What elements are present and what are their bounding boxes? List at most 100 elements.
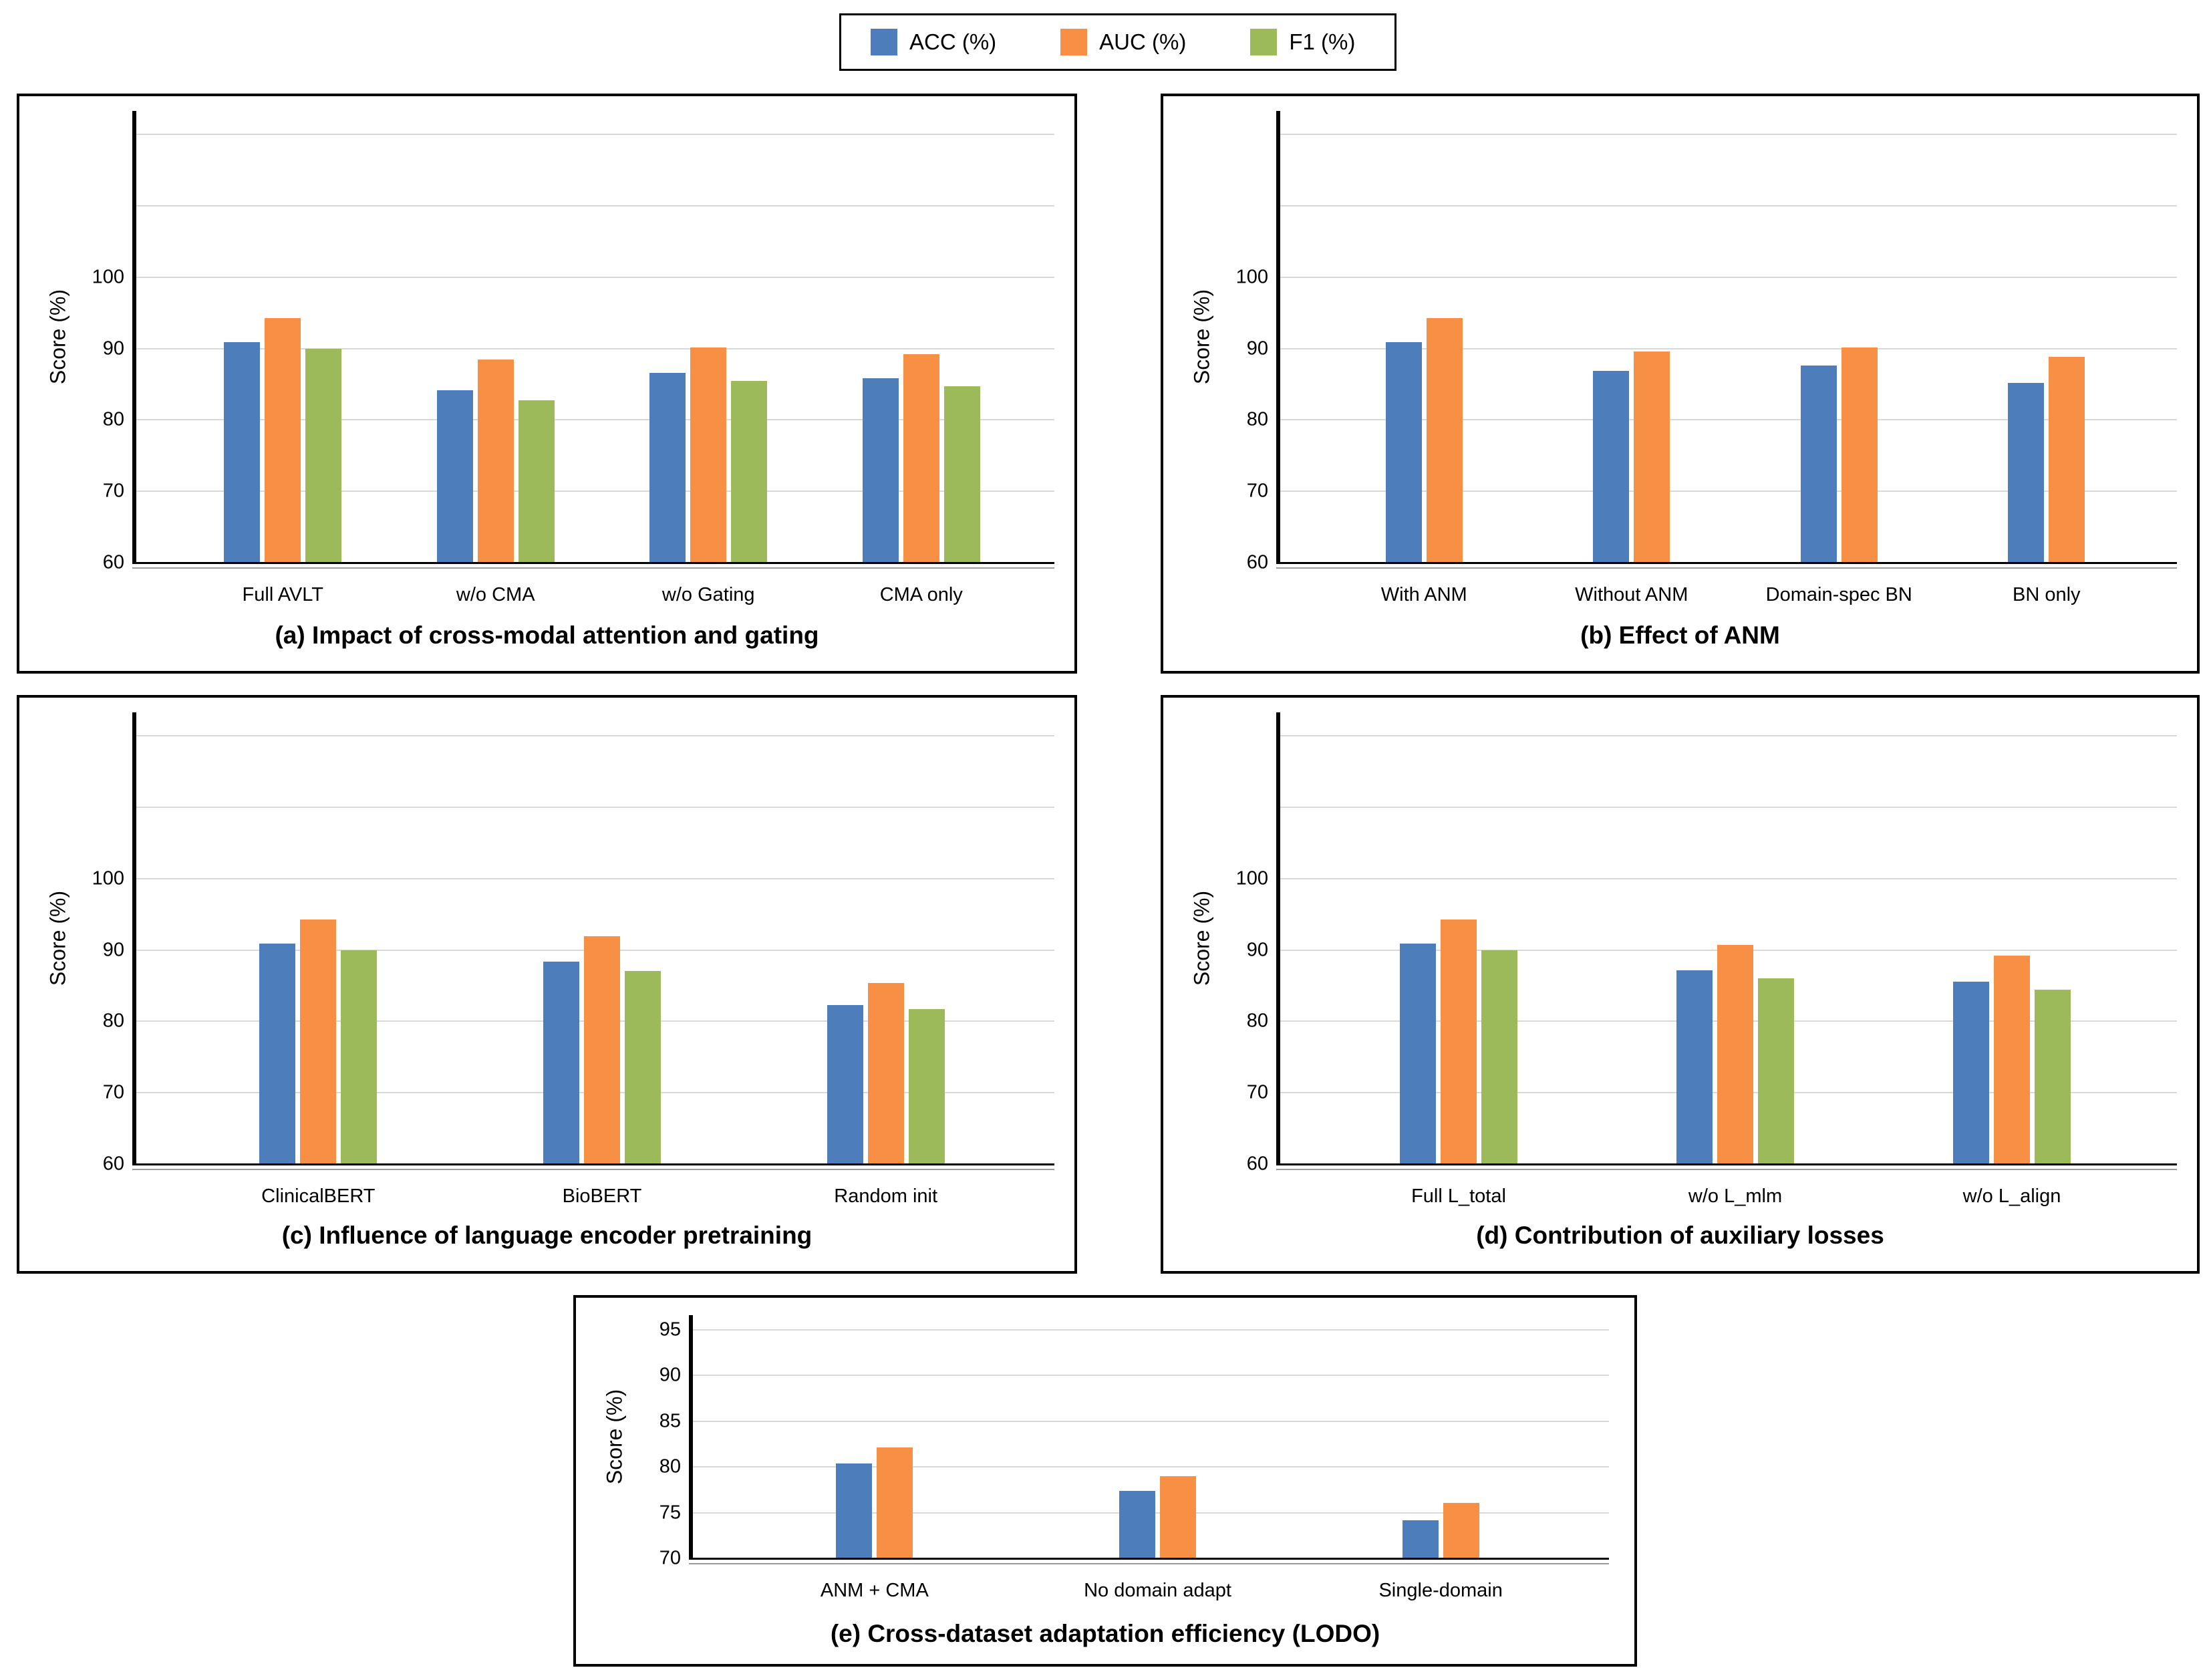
bar-acc-random-init <box>827 1004 863 1164</box>
bar-acc-w-o-gating <box>649 372 686 563</box>
x-axis-shadow-line <box>1276 567 2177 569</box>
panel-c: Score (%) 60 70 80 90 100 ClinicalBERT BioBERT… <box>17 695 1077 1274</box>
bar-auc-random-init <box>867 982 904 1164</box>
bar-f1-w-o-l-mlm <box>1758 978 1794 1164</box>
x-axis-line <box>132 562 1054 564</box>
legend: ACC (%) AUC (%) F1 (%) <box>839 13 1396 71</box>
bar-acc-single-domain <box>1402 1520 1439 1558</box>
y-tick-100: 100 <box>1235 266 1268 288</box>
y-tick-100: 100 <box>92 266 124 288</box>
y-axis-line <box>132 111 136 563</box>
x-axis-shadow-line <box>132 567 1054 569</box>
y-tick-80: 80 <box>1246 408 1268 430</box>
acc-color-swatch <box>871 29 897 55</box>
y-tick-70: 70 <box>659 1547 681 1569</box>
plot-area-c: 60 70 80 90 100 ClinicalBERT BioBERT Random ini… <box>92 712 1054 1207</box>
bar-f1-w-o-l-align <box>2035 990 2071 1164</box>
y-tick-60: 60 <box>1246 551 1268 573</box>
y-axis-label-c: Score (%) <box>45 890 70 986</box>
y-tick-90: 90 <box>659 1364 681 1386</box>
bar-auc-no-domain-adapt <box>1160 1476 1196 1558</box>
x-axis-line <box>689 1558 1609 1560</box>
bar-acc-no-domain-adapt <box>1119 1490 1155 1558</box>
bar-f1-full-avlt <box>305 348 342 563</box>
y-axis-line <box>689 1315 693 1558</box>
y-tick-100: 100 <box>1235 867 1268 889</box>
y-tick-90: 90 <box>1246 939 1268 961</box>
gridline-95 <box>693 1328 1609 1331</box>
bar-f1-clinicalbert <box>341 950 378 1164</box>
bar-acc-w-o-l-mlm <box>1676 970 1713 1164</box>
panel-e: Score (%) 70 75 80 85 90 95 ANM + CMA No domain… <box>573 1295 1637 1667</box>
y-tick-70: 70 <box>102 1081 124 1103</box>
category-label-biobert: BioBERT <box>562 1185 642 1207</box>
y-tick-90: 90 <box>102 337 124 360</box>
category-label-random-init: Random init <box>834 1185 938 1207</box>
gridline-80 <box>693 1466 1609 1468</box>
category-label-bn-only: BN only <box>2012 584 2081 605</box>
gridline-120 <box>136 735 1054 737</box>
gridline-110 <box>1280 807 2177 809</box>
category-label-cma-only: CMA only <box>879 584 963 605</box>
bar-acc-without-anm <box>1593 370 1630 563</box>
y-axis-line <box>1276 712 1280 1164</box>
panel-d-title: (d) Contribution of auxiliary losses <box>1476 1222 1884 1249</box>
gridline-100 <box>1280 276 2177 278</box>
bar-acc-bn-only <box>2008 382 2045 563</box>
gridline-110 <box>136 205 1054 207</box>
bar-auc-anm-cma <box>877 1447 913 1558</box>
bar-acc-full-l-total <box>1400 944 1436 1164</box>
x-axis-line <box>1276 1163 2177 1165</box>
gridline-110 <box>1280 205 2177 207</box>
bar-auc-full-avlt <box>265 317 301 563</box>
bar-f1-full-l-total <box>1481 950 1517 1164</box>
y-tick-70: 70 <box>1246 1081 1268 1103</box>
category-label-no-domain-adapt: No domain adapt <box>1084 1580 1231 1601</box>
y-axis-label-b: Score (%) <box>1189 289 1214 385</box>
category-label-anm-cma: ANM + CMA <box>820 1580 929 1601</box>
category-label-w-o-cma: w/o CMA <box>456 584 535 605</box>
bar-auc-w-o-l-align <box>1994 956 2030 1164</box>
legend-label-f1: F1 (%) <box>1289 29 1356 54</box>
category-label-domain-spec-bn: Domain-spec BN <box>1765 584 1912 605</box>
category-label-w-o-gating: w/o Gating <box>661 584 755 605</box>
y-tick-90: 90 <box>1246 337 1268 360</box>
bar-acc-domain-spec-bn <box>1800 366 1837 563</box>
plot-area-a: 60 70 80 90 100 Full AVLT w/o CMA w/o Gating CMA… <box>92 111 1054 605</box>
y-tick-90: 90 <box>102 939 124 961</box>
gridline-90 <box>1280 347 2177 349</box>
bar-acc-w-o-cma <box>436 390 473 563</box>
bar-auc-biobert <box>584 936 620 1164</box>
bar-acc-with-anm <box>1385 342 1422 563</box>
bar-acc-biobert <box>543 961 579 1164</box>
bar-auc-single-domain <box>1443 1502 1479 1558</box>
bar-f1-w-o-cma <box>518 400 555 563</box>
category-label-with-anm: With ANM <box>1380 584 1467 605</box>
bar-auc-full-l-total <box>1441 919 1477 1164</box>
gridline-100 <box>136 276 1054 278</box>
category-label-without-anm: Without ANM <box>1575 584 1688 605</box>
bar-f1-w-o-gating <box>731 380 768 563</box>
category-label-full-avlt: Full AVLT <box>242 584 323 605</box>
bar-acc-full-avlt <box>224 342 261 563</box>
y-tick-80: 80 <box>102 408 124 430</box>
category-label-clinicalbert: ClinicalBERT <box>261 1185 376 1207</box>
y-tick-85: 85 <box>659 1410 681 1432</box>
gridline-90 <box>693 1375 1609 1377</box>
y-tick-80: 80 <box>659 1455 681 1478</box>
bar-f1-biobert <box>625 970 661 1164</box>
bar-acc-cma-only <box>862 378 899 563</box>
plot-area-b: 60 70 80 90 100 With ANM Without ANM Domain-spe… <box>1236 111 2177 605</box>
bar-auc-w-o-cma <box>477 359 514 563</box>
legend-label-acc: ACC (%) <box>909 29 997 54</box>
bar-auc-bn-only <box>2049 357 2085 563</box>
gridline-70 <box>136 491 1054 493</box>
panel-b-title: (b) Effect of ANM <box>1580 621 1780 649</box>
x-axis-line <box>132 1163 1054 1165</box>
bar-auc-domain-spec-bn <box>1841 347 1878 563</box>
panel-e-title: (e) Cross-dataset adaptation efficiency … <box>830 1620 1380 1647</box>
y-tick-60: 60 <box>102 551 124 573</box>
bar-acc-w-o-l-align <box>1953 981 1989 1164</box>
y-tick-80: 80 <box>1246 1010 1268 1032</box>
plot-area-e: 70 75 80 85 90 95 ANM + CMA No domain adapt Sing… <box>659 1315 1609 1601</box>
